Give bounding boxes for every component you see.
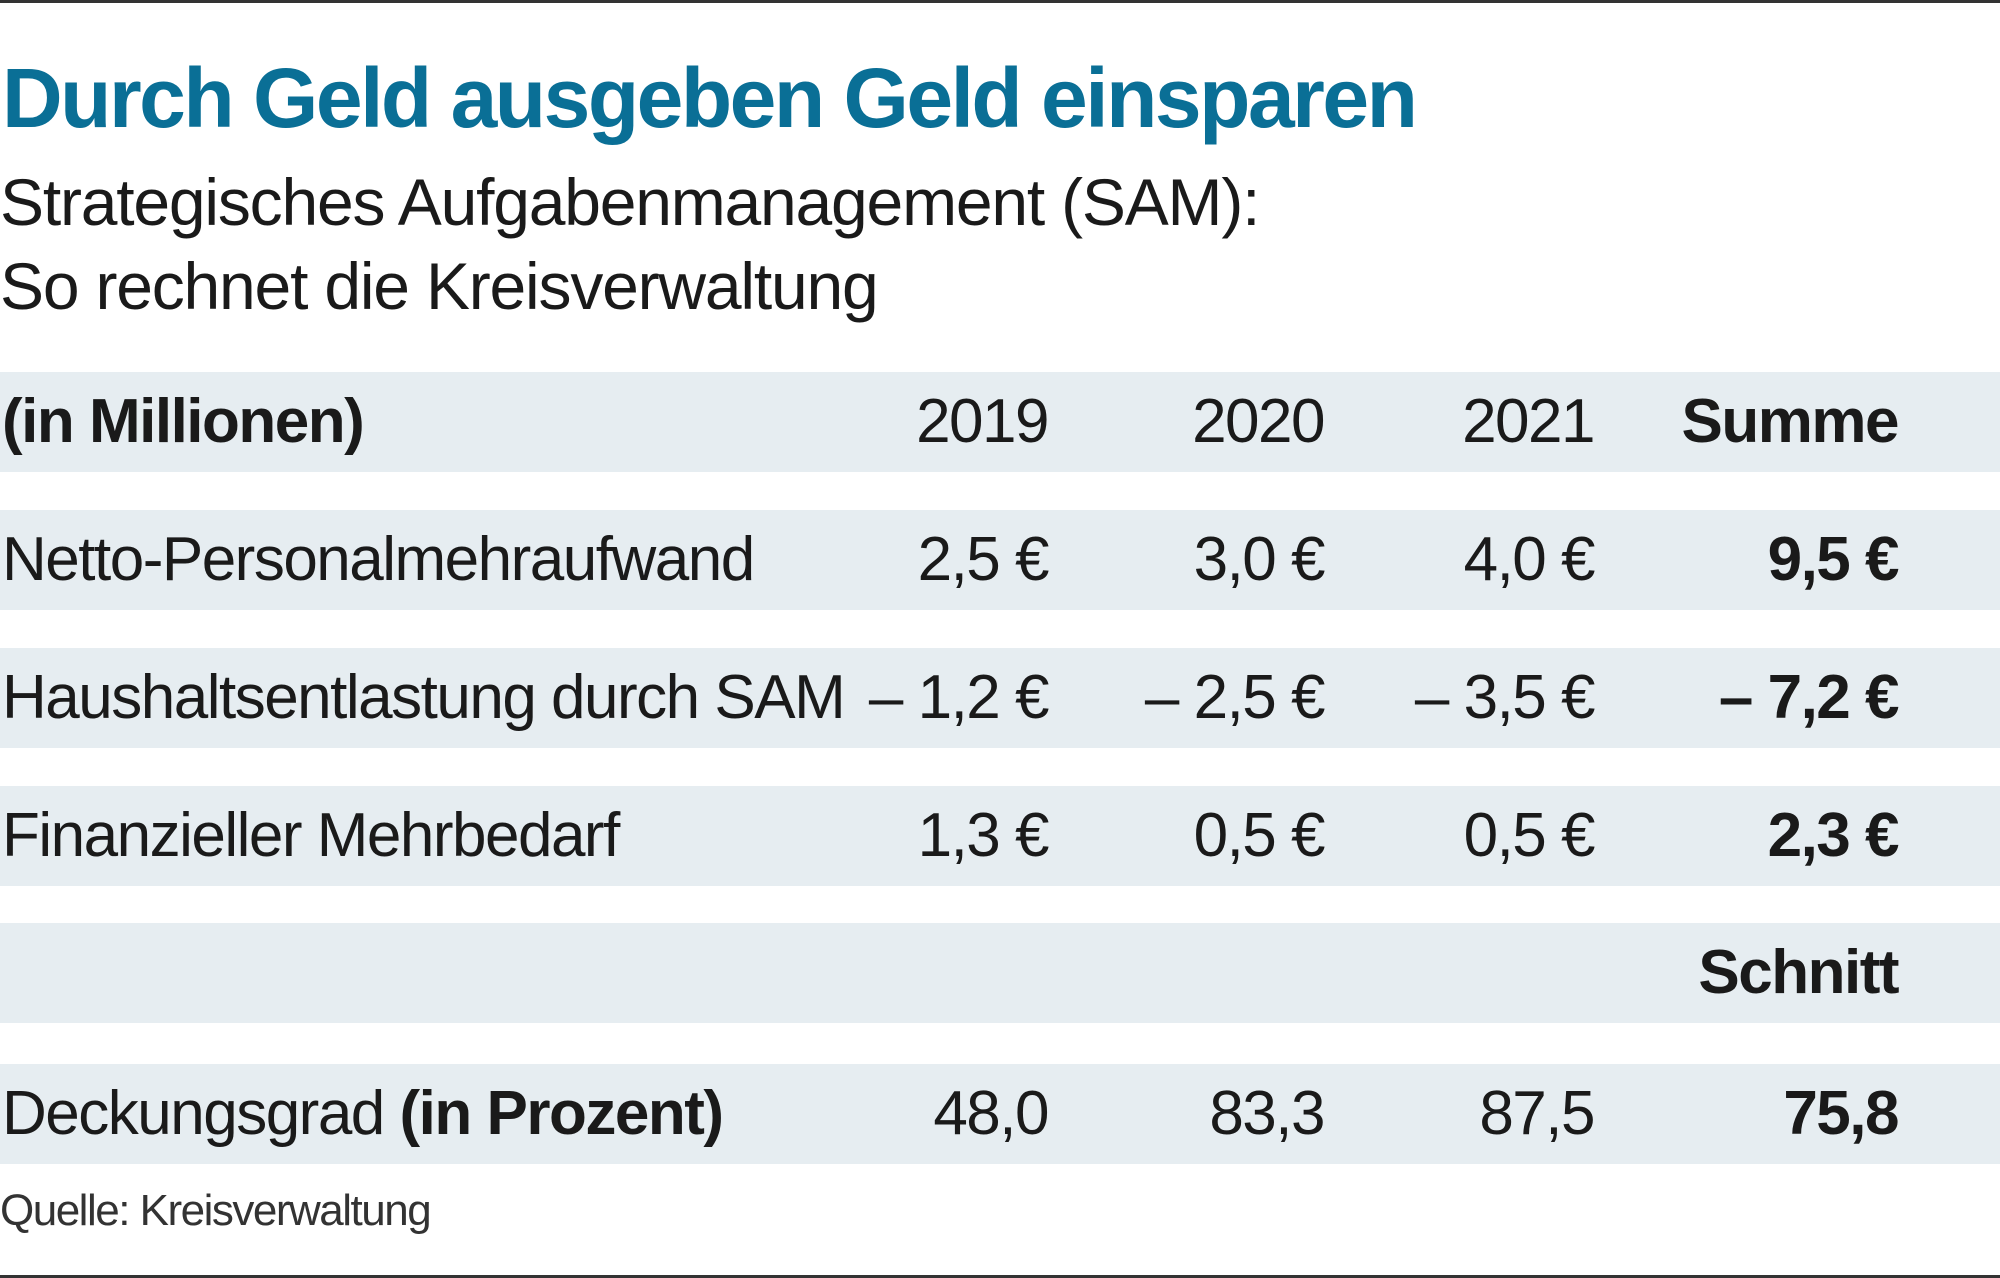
subtitle-line-2: So rechnet die Kreisverwaltung (0, 249, 879, 323)
cell-2020: 3,0 € (1193, 525, 1326, 594)
cell-sum: 2,3 € (1767, 801, 1900, 870)
top-border (0, 0, 2000, 3)
cell-2020: – 2,5 € (1144, 663, 1326, 732)
column-header-average: Schnitt (1698, 938, 1899, 1007)
cell-average: 75,8 (1783, 1079, 1899, 1148)
subtitle-line-1: Strategisches Aufgabenmanagement (SAM): (0, 165, 1260, 239)
bottom-border (0, 1275, 2000, 1278)
cell-2021: – 3,5 € (1414, 663, 1596, 732)
table-header-row: (in Millionen) 2019 2020 2021 Summe (0, 372, 2000, 472)
cell-2020: 0,5 € (1193, 801, 1326, 870)
cell-2019: 48,0 (933, 1079, 1049, 1148)
row-label: Finanzieller Mehrbedarf (2, 801, 620, 870)
average-header-row: Schnitt (0, 923, 2000, 1023)
table-row: Finanzieller Mehrbedarf 1,3 € 0,5 € 0,5 … (0, 786, 2000, 886)
cell-sum: – 7,2 € (1718, 663, 1900, 732)
cell-2019: – 1,2 € (868, 663, 1050, 732)
cell-sum: 9,5 € (1767, 525, 1900, 594)
subtitle: Strategisches Aufgabenmanagement (SAM): … (0, 160, 1260, 328)
row-label: Haushaltsentlastung durch SAM (2, 663, 846, 732)
cell-2019: 2,5 € (917, 525, 1050, 594)
column-header-2020: 2020 (1192, 387, 1325, 456)
column-header-sum: Summe (1681, 387, 1900, 456)
coverage-unit: (in Prozent) (399, 1079, 724, 1148)
table-row: Netto-Personalmehraufwand 2,5 € 3,0 € 4,… (0, 510, 2000, 610)
page-title: Durch Geld ausgeben Geld einsparen (2, 51, 1418, 145)
row-label: Deckungsgrad (in Prozent) (2, 1064, 724, 1164)
column-header-2019: 2019 (916, 387, 1049, 456)
cell-2021: 87,5 (1479, 1079, 1595, 1148)
cell-2019: 1,3 € (917, 801, 1050, 870)
cell-2021: 0,5 € (1463, 801, 1596, 870)
cell-2020: 83,3 (1209, 1079, 1325, 1148)
source-note: Quelle: Kreisverwaltung (0, 1186, 432, 1235)
row-label: Netto-Personalmehraufwand (2, 525, 755, 594)
table-row: Haushaltsentlastung durch SAM – 1,2 € – … (0, 648, 2000, 748)
unit-label: (in Millionen) (2, 387, 365, 456)
coverage-row: Deckungsgrad (in Prozent) 48,0 83,3 87,5… (0, 1064, 2000, 1164)
coverage-label: Deckungsgrad (2, 1079, 385, 1148)
column-header-2021: 2021 (1462, 387, 1595, 456)
cell-2021: 4,0 € (1463, 525, 1596, 594)
